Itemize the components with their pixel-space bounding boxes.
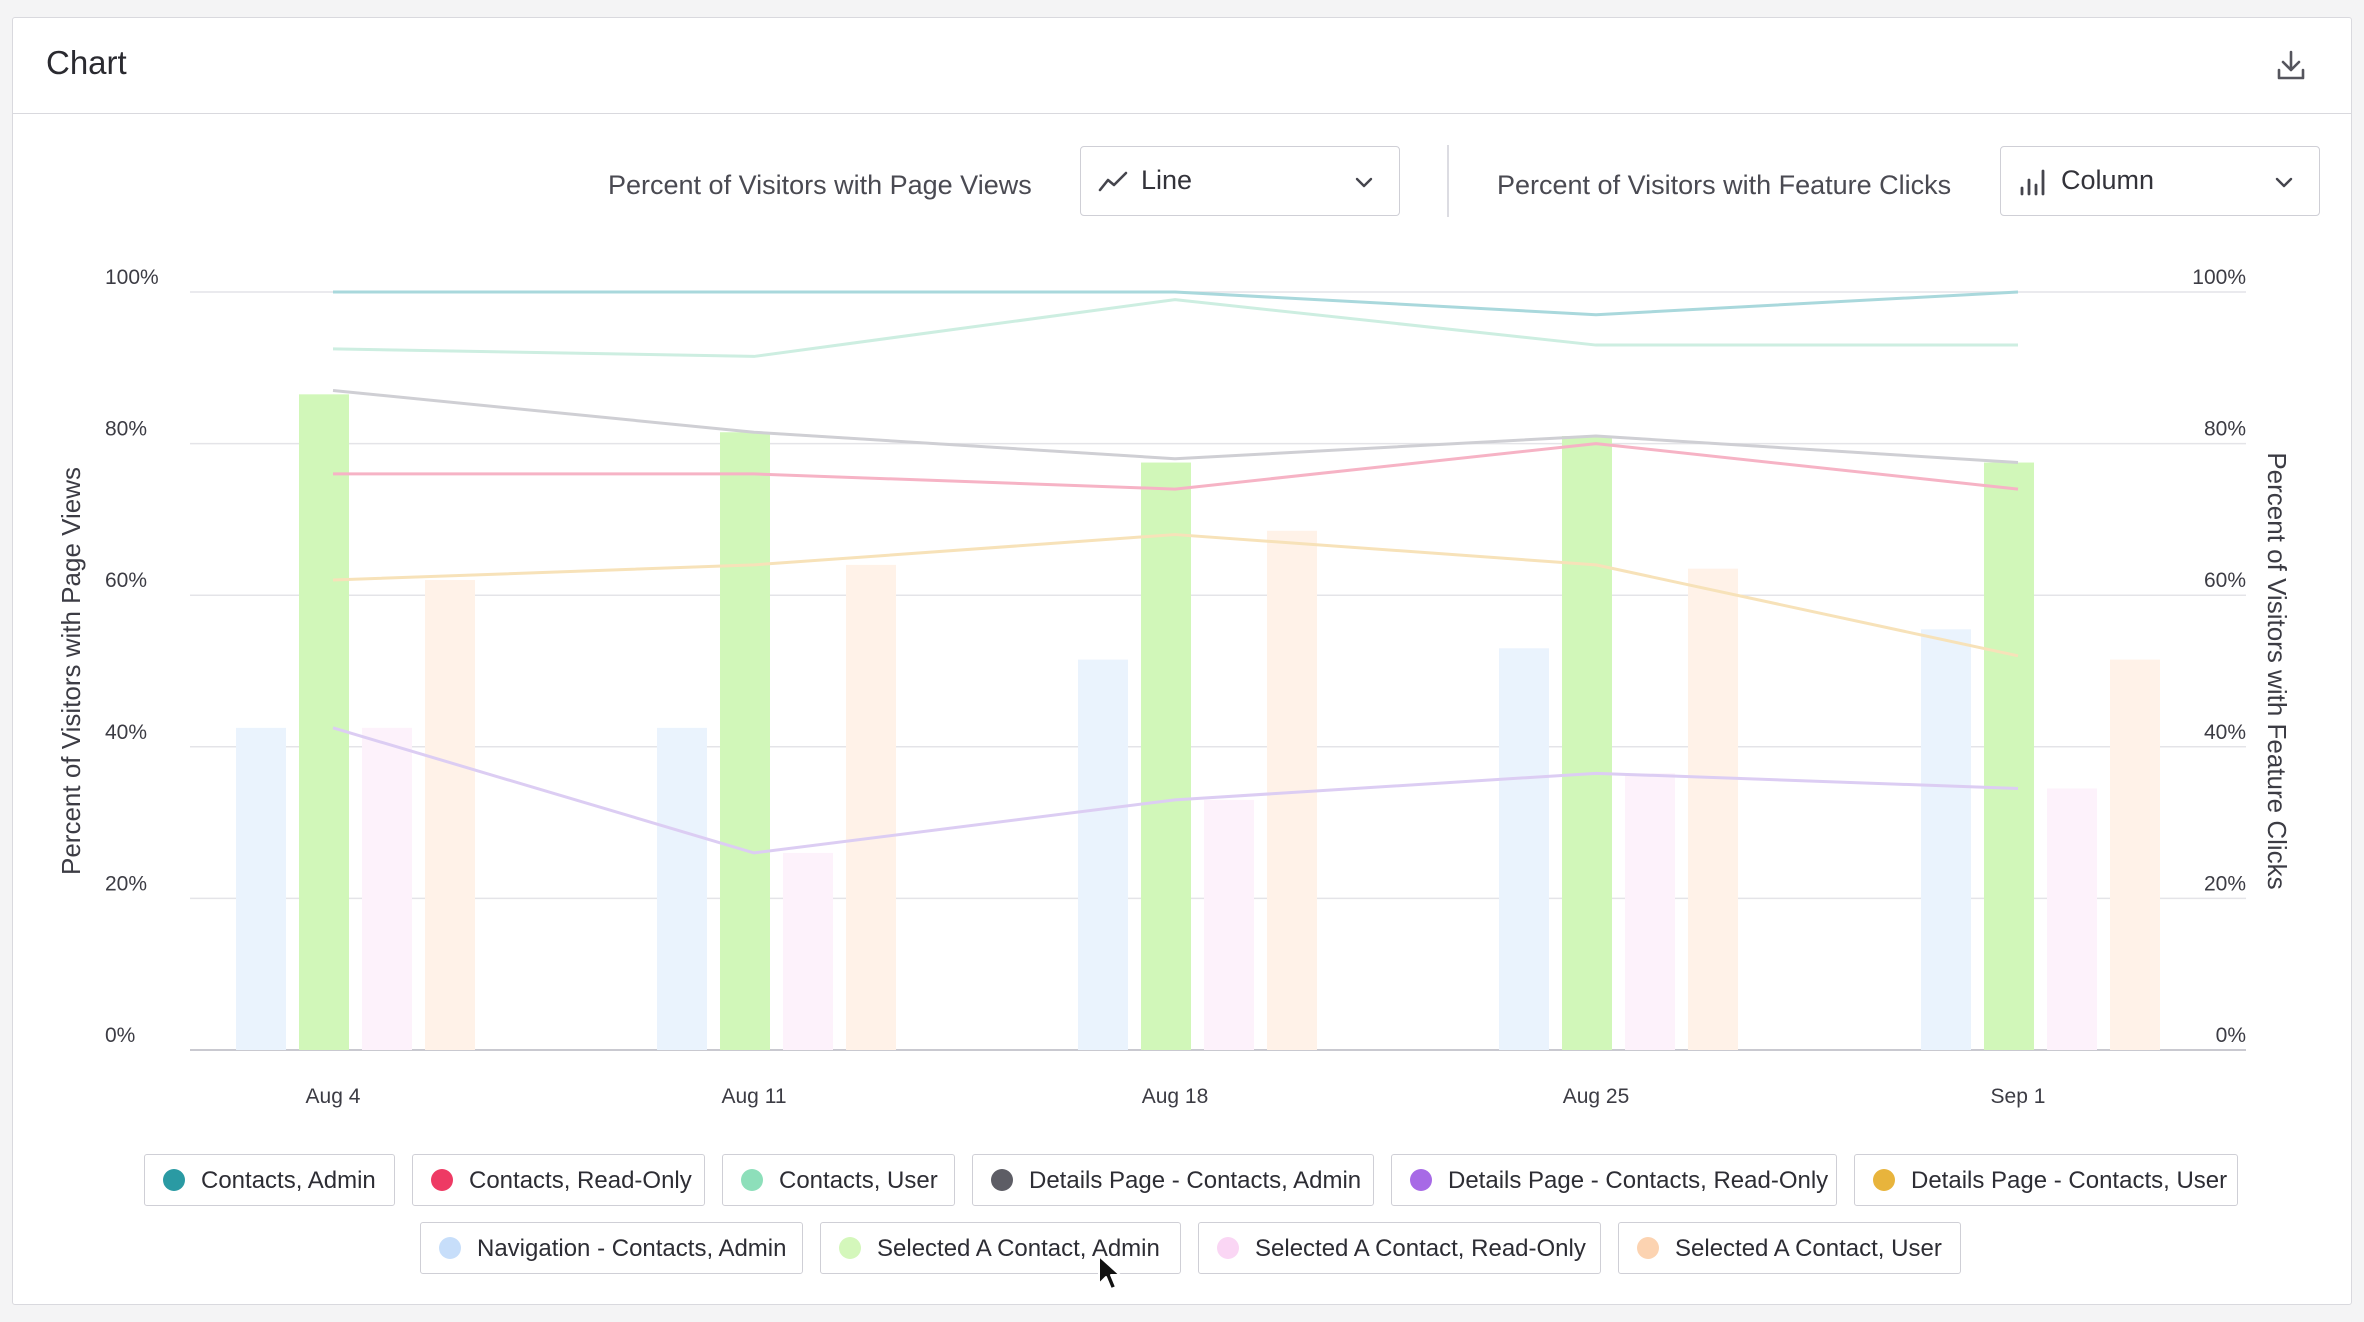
legend-color-dot — [839, 1237, 861, 1259]
bar — [362, 727, 412, 1050]
left-chart-type-value: Line — [1141, 165, 1193, 195]
y-right-axis-title: Percent of Visitors with Feature Clicks — [2262, 452, 2292, 889]
x-tick-label: Aug 25 — [1563, 1085, 1630, 1108]
line-chart-icon — [1097, 166, 1129, 198]
column-chart-icon — [2017, 166, 2049, 198]
y-right-tick-label: 40% — [2204, 721, 2246, 744]
legend-item[interactable]: Selected A Contact, Read-Only — [1198, 1222, 1601, 1274]
series-line — [333, 442, 2019, 491]
y-right-tick-label: 60% — [2204, 569, 2246, 592]
bar — [1078, 659, 1128, 1050]
legend-color-dot — [741, 1169, 763, 1191]
bar — [720, 432, 770, 1051]
x-tick-label: Aug 18 — [1142, 1085, 1209, 1108]
download-icon[interactable] — [2271, 46, 2311, 86]
controls-divider — [1447, 145, 1449, 217]
y-left-tick-label: 40% — [105, 721, 147, 744]
bar — [1921, 629, 1971, 1050]
y-left-tick-label: 0% — [105, 1024, 135, 1047]
y-left-tick-label: 60% — [105, 569, 147, 592]
legend-label: Contacts, Read-Only — [469, 1167, 692, 1194]
legend-label: Details Page - Contacts, User — [1911, 1167, 2228, 1194]
right-axis-control-label: Percent of Visitors with Feature Clicks — [1497, 170, 1952, 200]
y-left-tick-label: 80% — [105, 418, 147, 441]
bar — [1204, 799, 1254, 1050]
legend-color-dot — [439, 1237, 461, 1259]
chevron-down-icon — [1351, 169, 1377, 195]
legend-label: Details Page - Contacts, Admin — [1029, 1167, 1362, 1194]
chevron-down-icon — [2271, 169, 2297, 195]
legend-item[interactable]: Contacts, User — [722, 1154, 955, 1206]
legend-label: Details Page - Contacts, Read-Only — [1448, 1167, 1829, 1194]
legend-color-dot — [431, 1169, 453, 1191]
legend-color-dot — [163, 1169, 185, 1191]
right-chart-type-select[interactable]: Column — [2000, 146, 2320, 216]
bar — [2047, 788, 2097, 1050]
legend-label: Navigation - Contacts, Admin — [477, 1235, 787, 1262]
bar — [2110, 659, 2160, 1050]
bar — [1984, 462, 2034, 1050]
legend-label: Selected A Contact, Admin — [877, 1235, 1160, 1262]
legend-color-dot — [991, 1169, 1013, 1191]
legend-item[interactable]: Contacts, Admin — [144, 1154, 395, 1206]
legend-item[interactable]: Navigation - Contacts, Admin — [420, 1222, 803, 1274]
y-right-tick-label: 20% — [2204, 872, 2246, 895]
y-left-tick-label: 100% — [105, 266, 159, 289]
bar — [1625, 773, 1675, 1050]
y-right-tick-label: 100% — [2192, 266, 2246, 289]
legend-item[interactable]: Details Page - Contacts, Read-Only — [1391, 1154, 1837, 1206]
legend-color-dot — [1410, 1169, 1432, 1191]
legend-label: Selected A Contact, Read-Only — [1255, 1235, 1586, 1262]
legend-item[interactable]: Details Page - Contacts, User — [1854, 1154, 2238, 1206]
y-right-tick-label: 80% — [2204, 418, 2246, 441]
bar — [425, 580, 475, 1050]
series-line — [333, 290, 2019, 317]
bar — [657, 727, 707, 1050]
legend-label: Selected A Contact, User — [1675, 1235, 1942, 1262]
legend-color-dot — [1637, 1237, 1659, 1259]
legend-item[interactable]: Contacts, Read-Only — [412, 1154, 705, 1206]
left-axis-control-label: Percent of Visitors with Page Views — [608, 170, 1032, 200]
legend-label: Contacts, Admin — [201, 1167, 376, 1194]
y-left-tick-label: 20% — [105, 872, 147, 895]
bar — [846, 564, 896, 1050]
panel-title: Chart — [46, 44, 127, 81]
series-line — [332, 298, 2018, 358]
legend-item[interactable]: Selected A Contact, Admin — [820, 1222, 1181, 1274]
x-tick-label: Aug 11 — [722, 1085, 787, 1108]
bar — [783, 852, 833, 1050]
left-chart-type-select[interactable]: Line — [1080, 146, 1400, 216]
bar — [1141, 462, 1191, 1050]
x-tick-label: Sep 1 — [1991, 1085, 2046, 1108]
bar — [1562, 436, 1612, 1050]
series-line — [332, 389, 2019, 465]
panel-header: Chart — [13, 18, 2351, 114]
series-line — [332, 726, 2019, 855]
bar — [299, 394, 349, 1051]
bar — [236, 727, 286, 1050]
legend-label: Contacts, User — [779, 1167, 938, 1194]
bar — [1688, 568, 1738, 1050]
legend-color-dot — [1873, 1169, 1895, 1191]
right-chart-type-value: Column — [2061, 165, 2155, 195]
x-tick-label: Aug 4 — [306, 1085, 361, 1108]
legend-color-dot — [1217, 1237, 1239, 1259]
y-right-tick-label: 0% — [2216, 1024, 2246, 1047]
bar — [1499, 648, 1549, 1050]
legend-item[interactable]: Details Page - Contacts, Admin — [972, 1154, 1374, 1206]
series-line — [332, 533, 2019, 658]
legend-item[interactable]: Selected A Contact, User — [1618, 1222, 1961, 1274]
y-left-axis-title: Percent of Visitors with Page Views — [56, 467, 86, 875]
